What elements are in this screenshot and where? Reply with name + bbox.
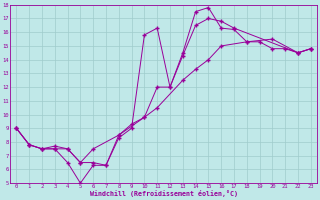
X-axis label: Windchill (Refroidissement éolien,°C): Windchill (Refroidissement éolien,°C)	[90, 190, 237, 197]
